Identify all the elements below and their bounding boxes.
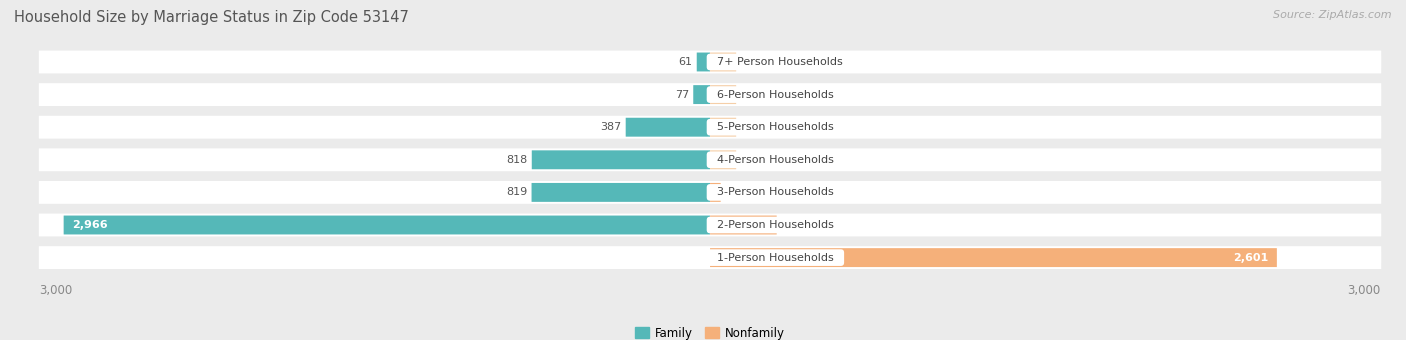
Text: 0: 0	[741, 122, 748, 132]
FancyBboxPatch shape	[39, 83, 1381, 106]
FancyBboxPatch shape	[531, 150, 710, 169]
FancyBboxPatch shape	[626, 118, 710, 137]
Text: 6-Person Households: 6-Person Households	[710, 90, 841, 100]
Text: Source: ZipAtlas.com: Source: ZipAtlas.com	[1274, 10, 1392, 20]
Text: 0: 0	[741, 155, 748, 165]
Text: 61: 61	[678, 57, 692, 67]
FancyBboxPatch shape	[710, 216, 776, 235]
Text: 3-Person Households: 3-Person Households	[710, 187, 841, 198]
Text: 2,966: 2,966	[72, 220, 108, 230]
FancyBboxPatch shape	[39, 246, 1381, 269]
Text: 7+ Person Households: 7+ Person Households	[710, 57, 849, 67]
Text: Household Size by Marriage Status in Zip Code 53147: Household Size by Marriage Status in Zip…	[14, 10, 409, 25]
FancyBboxPatch shape	[710, 248, 1277, 267]
Text: 4-Person Households: 4-Person Households	[710, 155, 841, 165]
FancyBboxPatch shape	[39, 214, 1381, 236]
FancyBboxPatch shape	[710, 183, 721, 202]
FancyBboxPatch shape	[39, 51, 1381, 73]
Text: 1-Person Households: 1-Person Households	[710, 253, 841, 262]
FancyBboxPatch shape	[39, 181, 1381, 204]
FancyBboxPatch shape	[39, 116, 1381, 139]
Text: 818: 818	[506, 155, 527, 165]
FancyBboxPatch shape	[697, 53, 710, 71]
FancyBboxPatch shape	[710, 118, 737, 137]
Legend: Family, Nonfamily: Family, Nonfamily	[636, 326, 785, 340]
Text: 5-Person Households: 5-Person Households	[710, 122, 841, 132]
FancyBboxPatch shape	[693, 85, 710, 104]
FancyBboxPatch shape	[63, 216, 710, 235]
Text: 306: 306	[782, 220, 801, 230]
Text: 0: 0	[741, 90, 748, 100]
Text: 0: 0	[741, 57, 748, 67]
FancyBboxPatch shape	[710, 150, 737, 169]
FancyBboxPatch shape	[531, 183, 710, 202]
Text: 2,601: 2,601	[1233, 253, 1268, 262]
Text: 2-Person Households: 2-Person Households	[710, 220, 841, 230]
Text: 387: 387	[600, 122, 621, 132]
Text: 77: 77	[675, 90, 689, 100]
Text: 819: 819	[506, 187, 527, 198]
FancyBboxPatch shape	[710, 53, 737, 71]
FancyBboxPatch shape	[39, 148, 1381, 171]
FancyBboxPatch shape	[710, 85, 737, 104]
Text: 49: 49	[725, 187, 740, 198]
